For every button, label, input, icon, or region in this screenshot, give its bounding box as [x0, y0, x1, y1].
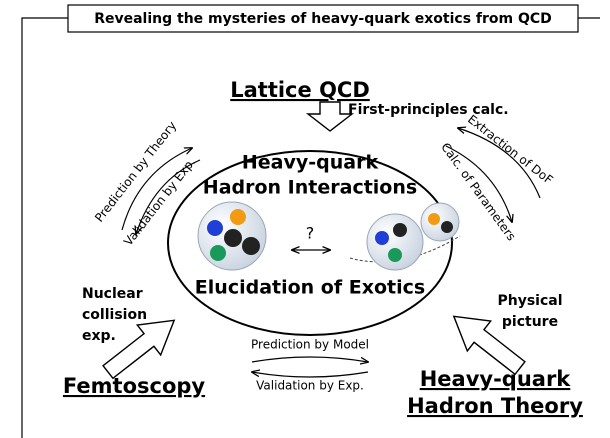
femtoscopy: Femtoscopy	[63, 374, 205, 398]
title: Revealing the mysteries of heavy-quark e…	[94, 11, 552, 27]
method-label: collision	[82, 307, 147, 323]
method-label: First-principles calc.	[348, 102, 509, 118]
theory-name: Hadron Theory	[407, 394, 583, 418]
theory-name: Heavy-quark	[420, 367, 572, 391]
compact-hadron	[198, 202, 266, 270]
lattice-qcd: Lattice QCD	[230, 78, 370, 102]
arrow-label: Prediction by Theory	[92, 119, 179, 225]
arrow-label: Prediction by Model	[251, 338, 369, 352]
page: {"header": {"title": "Revealing the myst…	[0, 0, 610, 438]
question-mark: ?	[306, 224, 315, 243]
arrow-label: Extraction of DoF	[465, 112, 556, 187]
center-line: Hadron Interactions	[203, 177, 417, 199]
arrow-label: Validation by Exp.	[256, 379, 364, 393]
method-label: Nuclear	[82, 286, 143, 302]
down-arrow	[308, 102, 352, 131]
center-subtitle: Elucidation of Exotics	[195, 277, 425, 299]
diagram: Revealing the mysteries of heavy-quark e…	[0, 0, 610, 438]
method-label: picture	[502, 314, 558, 330]
curved-arrow	[252, 357, 368, 362]
method-label: exp.	[82, 328, 116, 344]
method-label: Physical	[497, 293, 562, 309]
center-line: Heavy-quark	[242, 152, 379, 174]
curved-arrow	[252, 372, 368, 377]
